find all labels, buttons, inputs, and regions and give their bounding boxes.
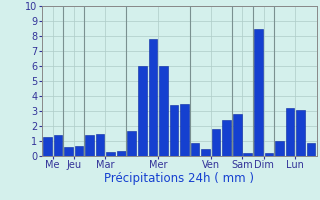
X-axis label: Précipitations 24h ( mm ): Précipitations 24h ( mm ) (104, 172, 254, 185)
Bar (54, 135, 62, 156)
Bar (96, 134, 104, 156)
Bar (127, 130, 136, 156)
Bar (75, 146, 83, 156)
Bar (254, 28, 263, 156)
Bar (296, 110, 305, 156)
Bar (138, 66, 147, 156)
Bar (244, 153, 252, 156)
Bar (180, 104, 189, 156)
Bar (201, 148, 210, 156)
Bar (159, 66, 168, 156)
Bar (117, 151, 125, 156)
Bar (191, 142, 199, 156)
Bar (265, 153, 273, 156)
Bar (233, 114, 242, 156)
Bar (212, 129, 220, 156)
Bar (275, 141, 284, 156)
Bar (64, 147, 73, 156)
Bar (148, 39, 157, 156)
Bar (285, 108, 294, 156)
Bar (85, 135, 94, 156)
Bar (307, 142, 315, 156)
Bar (170, 105, 178, 156)
Bar (222, 120, 231, 156)
Bar (43, 137, 52, 156)
Bar (106, 152, 115, 156)
